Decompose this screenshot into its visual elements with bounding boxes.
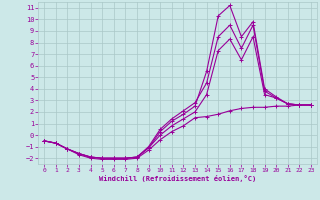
- X-axis label: Windchill (Refroidissement éolien,°C): Windchill (Refroidissement éolien,°C): [99, 175, 256, 182]
